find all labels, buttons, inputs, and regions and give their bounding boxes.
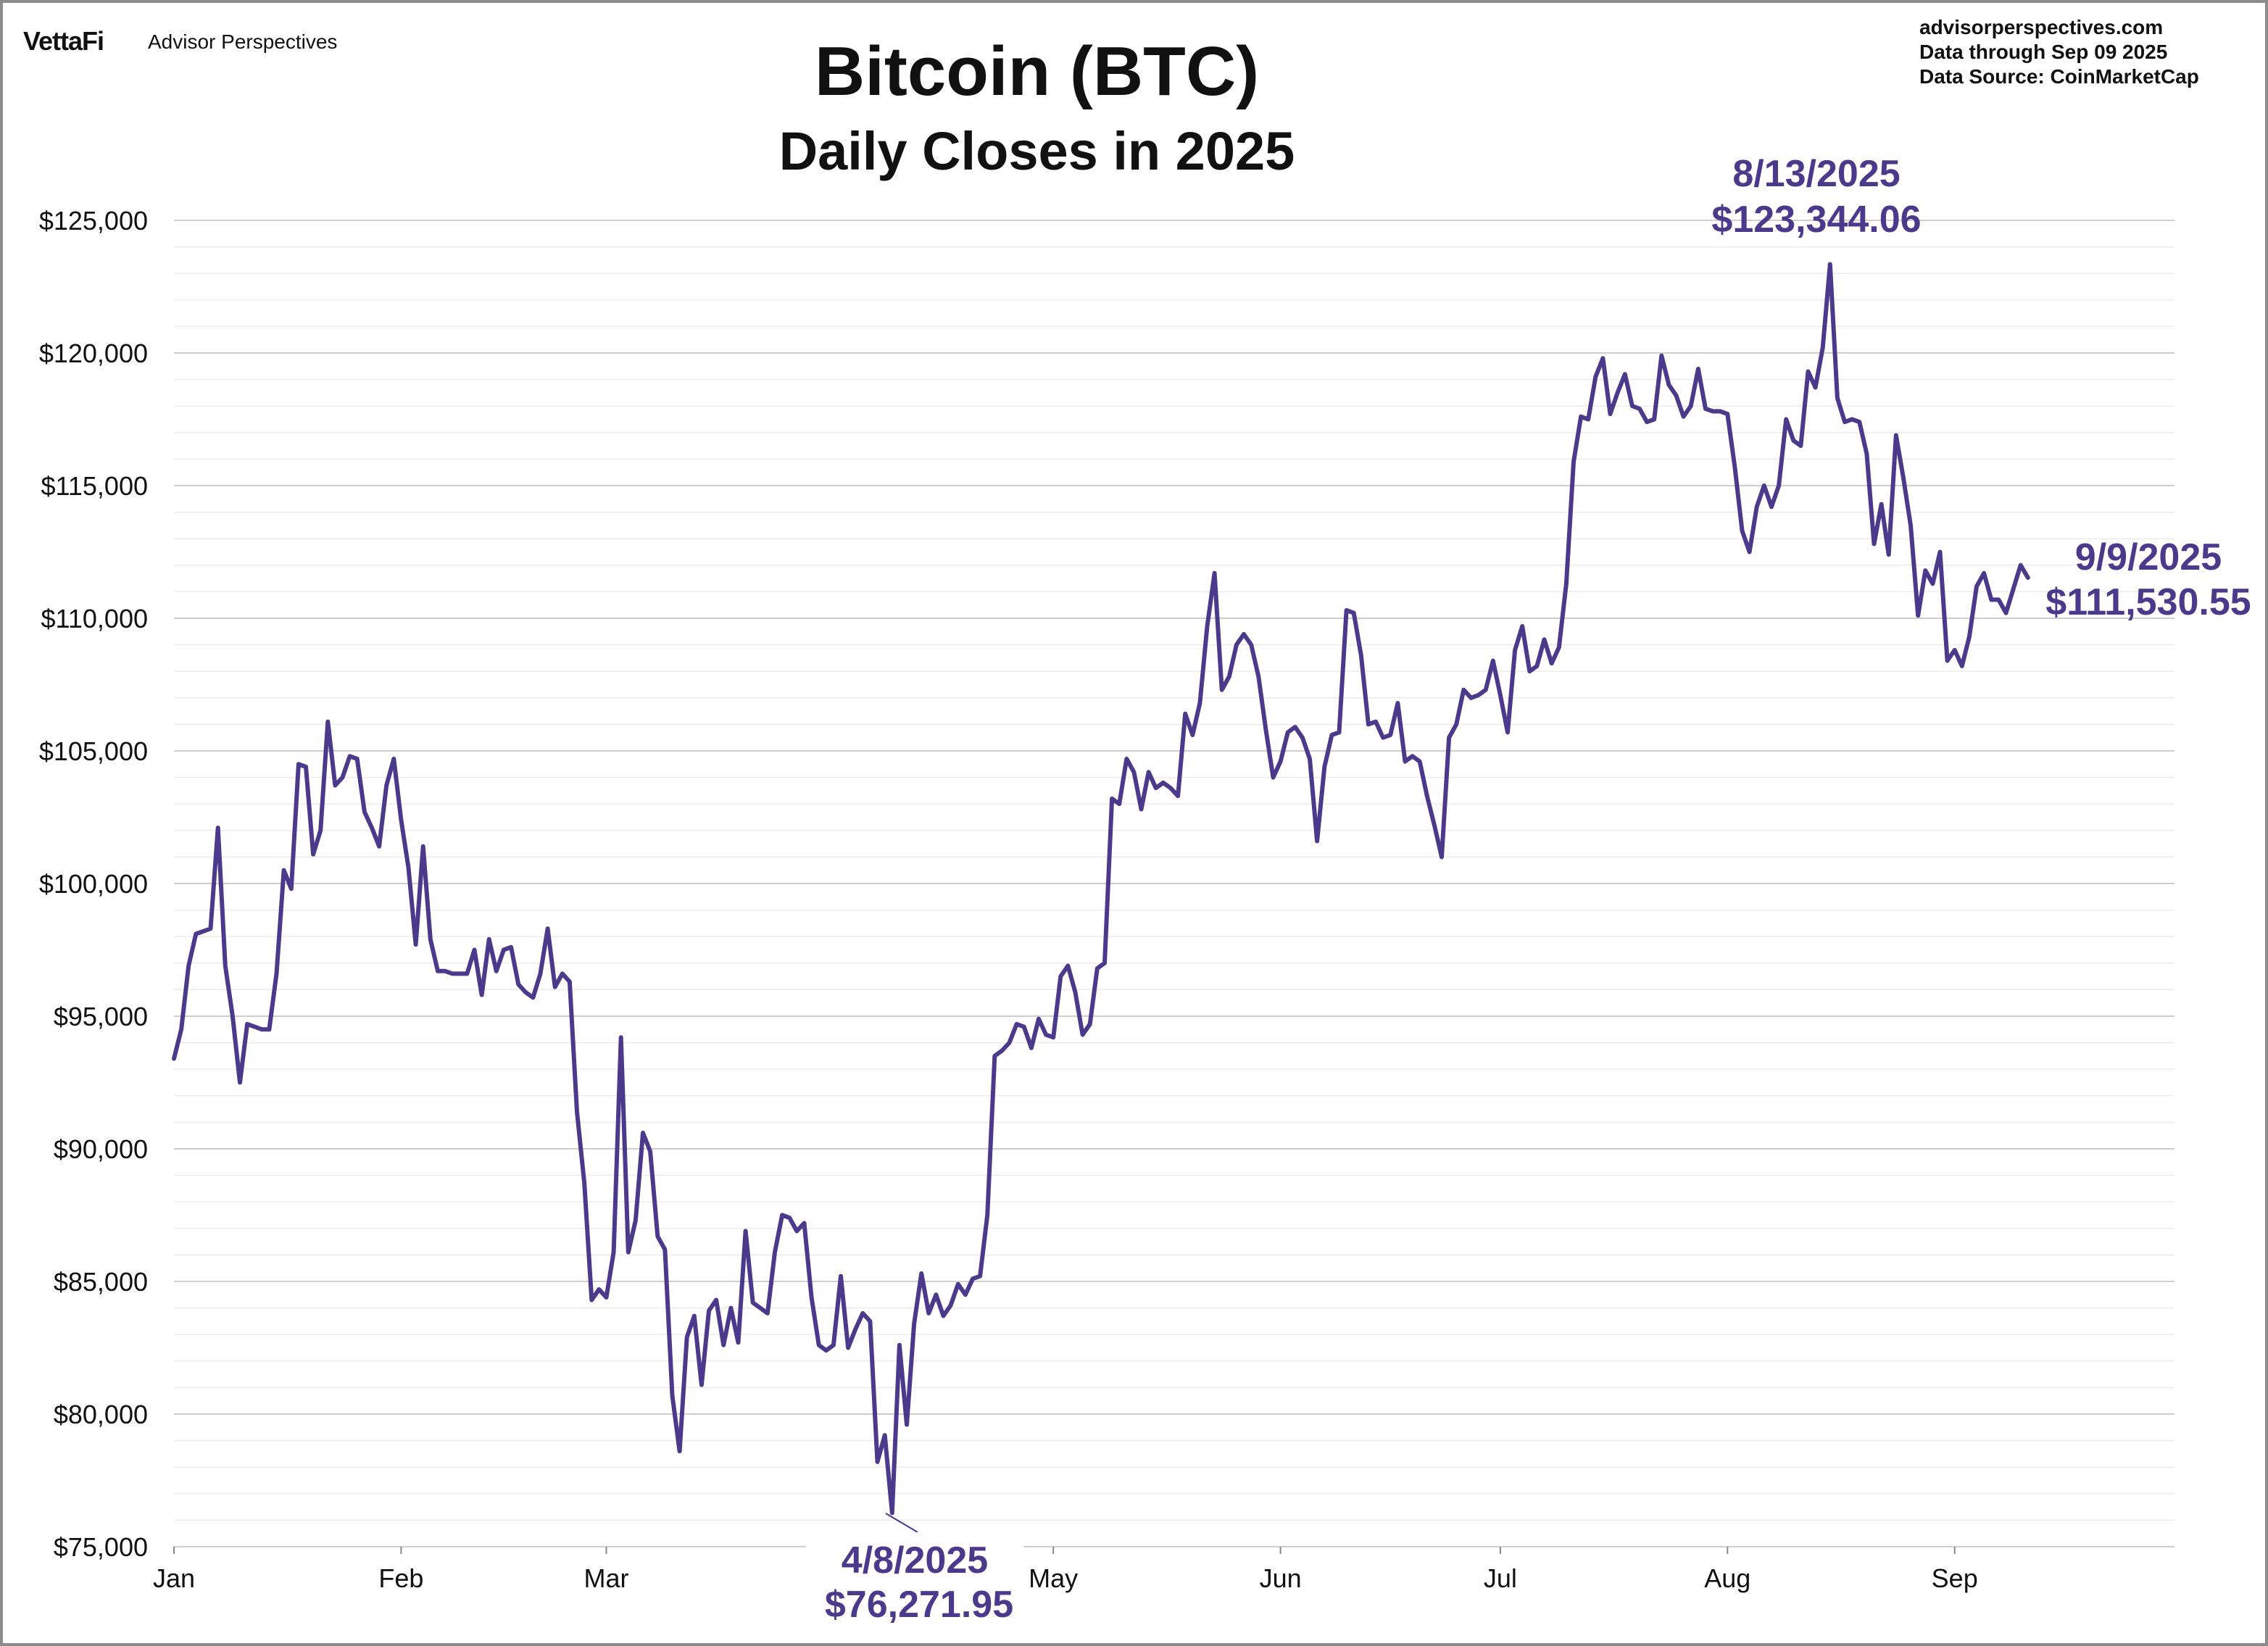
- low-annotation-value: $76,271.95: [825, 1584, 1013, 1626]
- y-tick-label: $110,000: [41, 604, 148, 633]
- chart-title: Bitcoin (BTC): [814, 33, 1260, 110]
- y-axis-ticks: $75,000 $80,000 $85,000 $90,000 $95,000 $100,…: [39, 206, 148, 1562]
- x-tick-label: Feb: [378, 1563, 423, 1593]
- y-tick-label: $105,000: [39, 736, 148, 766]
- y-tick-label: $115,000: [41, 471, 148, 501]
- y-tick-label: $120,000: [39, 338, 148, 368]
- low-annotation-leader: [885, 1513, 918, 1533]
- y-tick-label: $85,000: [54, 1267, 148, 1297]
- x-tick-label: Aug: [1704, 1563, 1750, 1593]
- btc-price-line: [172, 262, 2030, 1516]
- vettafi-logo: VettaFi: [23, 26, 104, 56]
- low-annotation-background: [806, 1532, 1023, 1626]
- y-tick-label: $75,000: [54, 1532, 148, 1562]
- x-tick-label: Sep: [1932, 1563, 1978, 1593]
- y-tick-label: $100,000: [39, 869, 148, 899]
- y-tick-label: $125,000: [39, 206, 148, 236]
- data-through-label: Data through Sep 09 2025: [1919, 41, 2168, 63]
- low-annotation-date: 4/8/2025: [842, 1539, 988, 1581]
- y-tick-label: $95,000: [54, 1002, 148, 1031]
- x-tick-label: Jun: [1260, 1563, 1302, 1593]
- data-source-label: Data Source: CoinMarketCap: [1919, 65, 2199, 88]
- website-label: advisorperspectives.com: [1919, 16, 2164, 38]
- x-tick-label: Jul: [1484, 1563, 1517, 1593]
- y-tick-label: $80,000: [54, 1400, 148, 1429]
- y-tick-label: $90,000: [54, 1134, 148, 1164]
- x-axis-ticks: JanFebMarAprMayJunJulAugSep: [153, 1547, 1978, 1593]
- x-tick-label: Mar: [583, 1563, 628, 1593]
- peak-annotation-value: $123,344.06: [1711, 199, 1921, 241]
- peak-annotation-date: 8/13/2025: [1732, 153, 1900, 195]
- x-tick-label: May: [1029, 1563, 1078, 1593]
- last-annotation-value: $111,530.55: [2045, 581, 2251, 623]
- last-annotation-date: 9/9/2025: [2075, 536, 2222, 578]
- grid-lines: [174, 220, 2174, 1547]
- x-tick-label: Jan: [153, 1563, 195, 1593]
- chart-subtitle: Daily Closes in 2025: [778, 121, 1295, 181]
- advisor-perspectives-label: Advisor Perspectives: [148, 30, 338, 53]
